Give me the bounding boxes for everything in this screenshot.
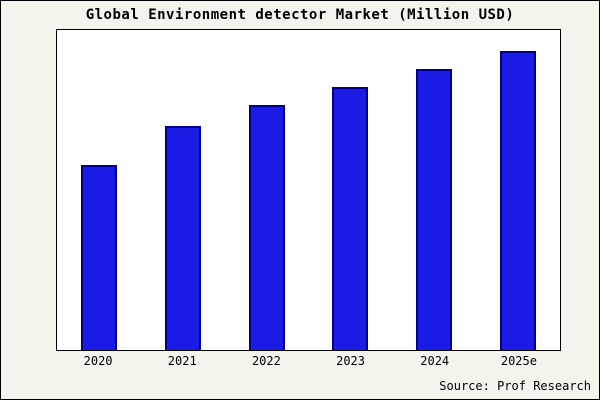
x-tick-label-2025e: 2025e — [500, 354, 537, 368]
x-tick-label-2024: 2024 — [420, 354, 450, 368]
x-tick-label-2020: 2020 — [83, 354, 113, 368]
x-tick-label-2021: 2021 — [167, 354, 197, 368]
bar-2022 — [248, 104, 285, 350]
source-text: Source: Prof Research — [439, 379, 591, 393]
bar-2024 — [416, 68, 453, 350]
bar-2021 — [164, 125, 201, 350]
bar-2020 — [80, 164, 117, 350]
bar-2023 — [332, 86, 369, 350]
plot-area — [56, 29, 561, 351]
x-axis-tick-labels: 2020 2021 2022 2023 2024 2025e — [56, 354, 561, 368]
x-tick-label-2022: 2022 — [251, 354, 281, 368]
x-tick-label-2023: 2023 — [336, 354, 365, 368]
chart-title: Global Environment detector Market (Mill… — [85, 7, 515, 23]
bar-2025e — [500, 50, 537, 350]
bars-container — [57, 30, 560, 350]
